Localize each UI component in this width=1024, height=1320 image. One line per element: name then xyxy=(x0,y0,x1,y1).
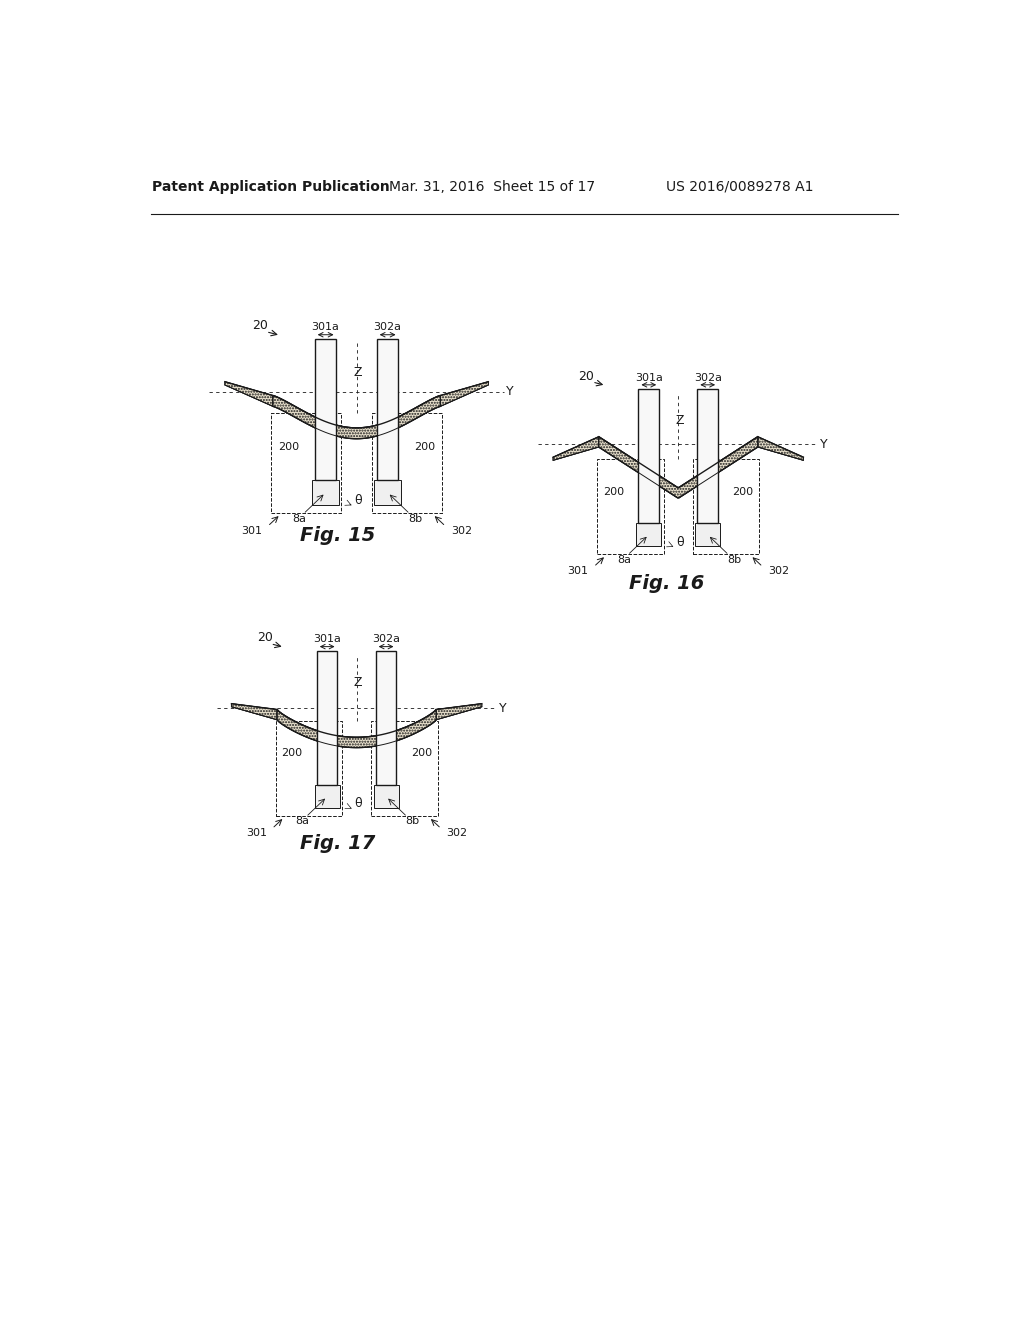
Polygon shape xyxy=(225,381,273,407)
Text: 301a: 301a xyxy=(311,322,340,333)
Bar xyxy=(636,523,662,546)
Text: 20: 20 xyxy=(579,370,594,383)
Text: Z: Z xyxy=(354,366,362,379)
Bar xyxy=(697,389,718,523)
Polygon shape xyxy=(599,437,758,498)
Text: 200: 200 xyxy=(282,748,302,759)
Text: Fig. 17: Fig. 17 xyxy=(300,834,375,853)
Text: 8a: 8a xyxy=(292,513,306,524)
Bar xyxy=(376,651,396,785)
Text: 302a: 302a xyxy=(693,372,722,383)
Bar xyxy=(695,523,720,546)
Polygon shape xyxy=(278,710,436,747)
Bar xyxy=(314,339,337,480)
Text: 302: 302 xyxy=(446,828,468,838)
Text: US 2016/0089278 A1: US 2016/0089278 A1 xyxy=(667,180,814,194)
Bar xyxy=(639,389,659,523)
Text: 20: 20 xyxy=(257,631,272,644)
Text: Z: Z xyxy=(354,676,362,689)
Polygon shape xyxy=(436,704,481,719)
Text: Y: Y xyxy=(506,385,514,399)
Text: 200: 200 xyxy=(732,487,754,496)
Polygon shape xyxy=(436,704,481,719)
Text: Mar. 31, 2016  Sheet 15 of 17: Mar. 31, 2016 Sheet 15 of 17 xyxy=(389,180,595,194)
Text: 8b: 8b xyxy=(406,817,420,826)
Polygon shape xyxy=(553,437,599,461)
Text: 200: 200 xyxy=(415,442,435,453)
Text: 301a: 301a xyxy=(635,372,663,383)
Polygon shape xyxy=(231,704,278,719)
Polygon shape xyxy=(273,396,440,438)
Text: 20: 20 xyxy=(252,319,267,333)
Bar xyxy=(377,339,398,480)
Text: 8a: 8a xyxy=(295,817,309,826)
Polygon shape xyxy=(758,437,804,461)
Polygon shape xyxy=(273,396,440,438)
Bar xyxy=(374,785,398,808)
Text: θ: θ xyxy=(354,494,362,507)
Text: 8a: 8a xyxy=(616,554,631,565)
Polygon shape xyxy=(599,437,758,498)
Bar xyxy=(375,480,400,506)
Text: Y: Y xyxy=(499,701,506,714)
Text: 200: 200 xyxy=(603,487,624,496)
Text: 200: 200 xyxy=(411,748,432,759)
Text: 302: 302 xyxy=(452,527,472,536)
Text: 301: 301 xyxy=(567,566,589,577)
Text: 301: 301 xyxy=(246,828,267,838)
Polygon shape xyxy=(440,381,488,407)
Text: 8b: 8b xyxy=(409,513,423,524)
Text: 302a: 302a xyxy=(374,322,401,333)
Polygon shape xyxy=(278,710,436,747)
Text: Z: Z xyxy=(676,414,684,426)
Polygon shape xyxy=(225,381,273,407)
Text: 301: 301 xyxy=(241,527,262,536)
Text: Fig. 16: Fig. 16 xyxy=(629,574,705,593)
Text: Fig. 15: Fig. 15 xyxy=(300,527,375,545)
Polygon shape xyxy=(553,437,599,461)
Bar xyxy=(316,651,338,785)
Text: Patent Application Publication: Patent Application Publication xyxy=(153,180,390,194)
Text: 301a: 301a xyxy=(313,635,341,644)
Text: 302: 302 xyxy=(768,566,790,577)
Polygon shape xyxy=(440,381,488,407)
Bar xyxy=(312,480,339,506)
Text: θ: θ xyxy=(354,797,361,810)
Text: 8b: 8b xyxy=(727,554,741,565)
Polygon shape xyxy=(231,704,278,719)
Text: 200: 200 xyxy=(278,442,299,453)
Text: θ: θ xyxy=(676,536,684,549)
Bar xyxy=(314,785,340,808)
Text: 302a: 302a xyxy=(372,635,400,644)
Text: Y: Y xyxy=(820,437,827,450)
Polygon shape xyxy=(758,437,804,461)
